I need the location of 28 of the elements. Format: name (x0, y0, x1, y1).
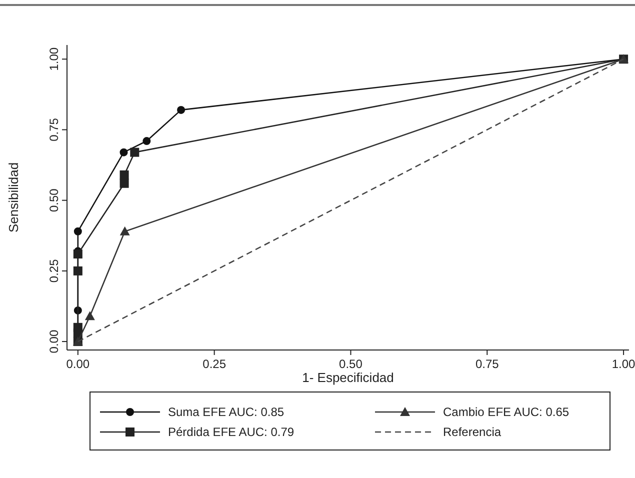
x-axis-title: 1- Especificidad (302, 370, 394, 385)
point (120, 170, 129, 180)
point (120, 148, 128, 156)
legend-label: Referencia (443, 425, 502, 439)
point (120, 178, 129, 188)
point (130, 148, 140, 157)
y-tick-label: 0.50 (47, 188, 61, 212)
x-tick-label: 0.50 (339, 357, 363, 371)
x-tick-label: 1.00 (612, 357, 635, 371)
legend-label: Suma EFE AUC: 0.85 (168, 405, 284, 419)
point (142, 137, 151, 146)
point (120, 226, 130, 236)
point (73, 249, 82, 258)
y-tick-label: 1.00 (47, 47, 61, 71)
point (73, 322, 82, 332)
legend-label: Pérdida EFE AUC: 0.79 (168, 425, 294, 439)
x-tick-label: 0.75 (475, 357, 500, 371)
x-tick-label: 0.25 (202, 357, 226, 371)
point (73, 266, 82, 276)
legend-label: Cambio EFE AUC: 0.65 (443, 405, 570, 419)
y-tick-label: 0.25 (47, 258, 61, 283)
point (84, 311, 95, 320)
y-tick-label: 0.75 (47, 118, 61, 142)
point (74, 227, 82, 236)
y-axis-title: Sensibilidad (6, 162, 21, 233)
x-tick-label: 0.00 (66, 357, 90, 371)
point (177, 106, 186, 114)
y-tick-label: 0.00 (47, 330, 61, 354)
